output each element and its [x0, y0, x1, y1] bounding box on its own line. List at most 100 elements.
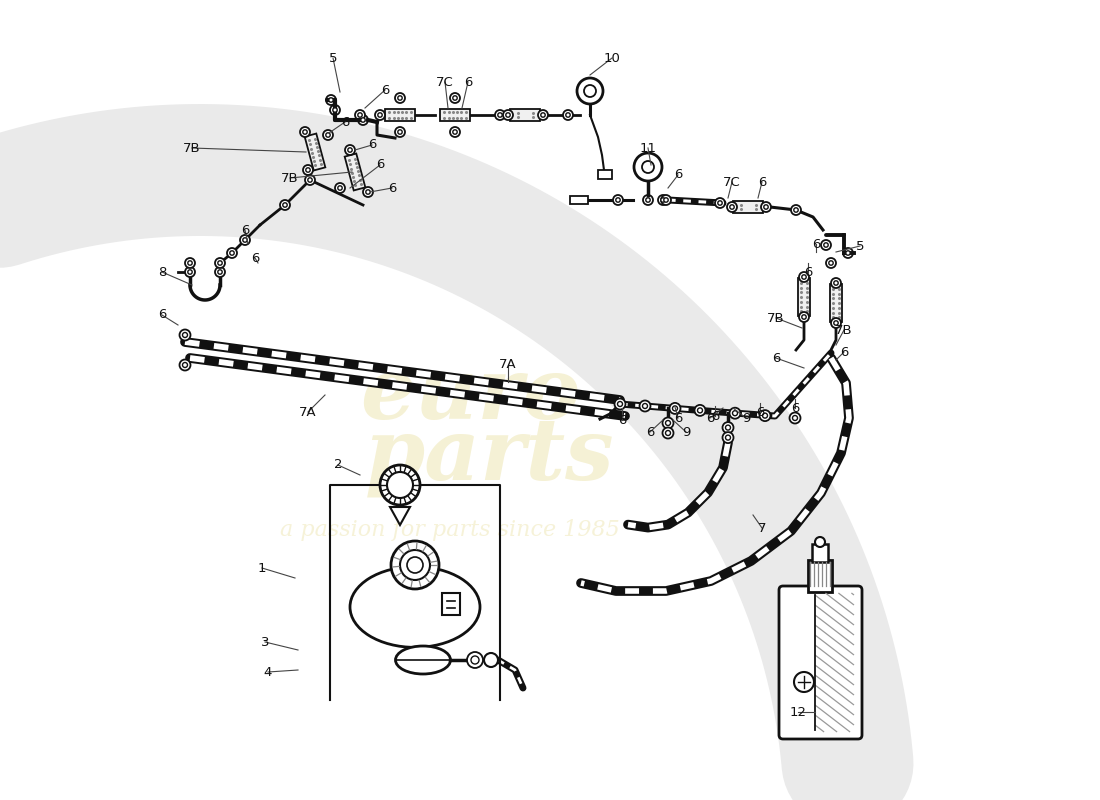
Circle shape: [218, 261, 222, 266]
Circle shape: [642, 161, 654, 173]
Circle shape: [330, 105, 340, 115]
Text: 7C: 7C: [723, 175, 741, 189]
Circle shape: [179, 330, 190, 341]
Circle shape: [361, 118, 365, 122]
Circle shape: [723, 432, 734, 443]
Circle shape: [658, 195, 668, 205]
Circle shape: [214, 267, 225, 277]
Circle shape: [826, 258, 836, 268]
Circle shape: [663, 198, 668, 202]
Circle shape: [541, 113, 546, 118]
Circle shape: [616, 198, 620, 202]
Bar: [798, 278, 810, 316]
Circle shape: [828, 261, 833, 266]
Circle shape: [799, 312, 808, 322]
Circle shape: [642, 403, 648, 409]
Circle shape: [670, 403, 681, 414]
Circle shape: [218, 270, 222, 274]
Circle shape: [727, 202, 737, 212]
Text: 3: 3: [261, 635, 270, 649]
Circle shape: [450, 127, 460, 137]
Circle shape: [723, 422, 734, 433]
Circle shape: [759, 410, 770, 421]
Circle shape: [345, 145, 355, 155]
Text: 6: 6: [706, 411, 714, 425]
Circle shape: [565, 113, 570, 118]
Text: 6: 6: [756, 406, 764, 418]
Circle shape: [715, 198, 725, 208]
Text: 6: 6: [791, 402, 800, 414]
Circle shape: [240, 235, 250, 245]
FancyBboxPatch shape: [779, 586, 862, 739]
Circle shape: [333, 108, 338, 112]
Bar: [442, 593, 460, 615]
Circle shape: [283, 202, 287, 207]
Circle shape: [584, 85, 596, 97]
Circle shape: [185, 258, 195, 268]
Circle shape: [183, 333, 187, 338]
Circle shape: [453, 96, 458, 100]
Circle shape: [790, 413, 801, 423]
Text: 7C: 7C: [436, 75, 454, 89]
Circle shape: [661, 195, 671, 205]
Text: 7: 7: [758, 522, 767, 534]
Text: 11: 11: [639, 142, 657, 154]
Circle shape: [830, 278, 842, 288]
Circle shape: [395, 127, 405, 137]
Text: 6: 6: [758, 175, 767, 189]
Circle shape: [338, 186, 342, 190]
Text: parts: parts: [365, 414, 615, 497]
Circle shape: [662, 418, 673, 429]
Circle shape: [503, 110, 513, 120]
Circle shape: [358, 113, 362, 118]
Text: 6: 6: [464, 75, 472, 89]
Text: 6: 6: [839, 346, 848, 358]
Circle shape: [846, 250, 850, 255]
Text: 6: 6: [674, 169, 682, 182]
Circle shape: [761, 202, 771, 212]
Text: 6: 6: [376, 158, 384, 171]
Circle shape: [407, 557, 424, 573]
Circle shape: [305, 175, 315, 185]
Circle shape: [188, 270, 192, 274]
Circle shape: [762, 413, 768, 418]
Circle shape: [791, 205, 801, 215]
Circle shape: [179, 359, 190, 370]
Circle shape: [802, 274, 806, 279]
Circle shape: [662, 427, 673, 438]
Circle shape: [830, 318, 842, 328]
Circle shape: [243, 238, 248, 242]
Circle shape: [468, 652, 483, 668]
Text: 7B: 7B: [282, 171, 299, 185]
Circle shape: [302, 165, 313, 175]
Circle shape: [336, 183, 345, 193]
Text: 6: 6: [341, 115, 349, 129]
Circle shape: [694, 405, 705, 416]
Circle shape: [726, 425, 730, 430]
Circle shape: [326, 133, 330, 138]
Circle shape: [214, 258, 225, 268]
Text: 4: 4: [264, 666, 272, 678]
Circle shape: [661, 198, 666, 202]
Circle shape: [326, 95, 336, 105]
Circle shape: [824, 242, 828, 247]
Circle shape: [453, 130, 458, 134]
Circle shape: [323, 130, 333, 140]
Circle shape: [188, 261, 192, 266]
Circle shape: [666, 430, 671, 435]
Circle shape: [300, 127, 310, 137]
Circle shape: [617, 402, 623, 406]
Circle shape: [634, 153, 662, 181]
Bar: [385, 109, 415, 121]
Circle shape: [672, 406, 678, 411]
Circle shape: [834, 281, 838, 286]
Circle shape: [398, 96, 403, 100]
Circle shape: [615, 398, 626, 410]
Bar: [440, 109, 470, 121]
Circle shape: [280, 200, 290, 210]
Text: 6: 6: [804, 266, 812, 278]
Circle shape: [802, 314, 806, 319]
Text: 8: 8: [157, 266, 166, 278]
Bar: [812, 544, 828, 562]
Text: 7B: 7B: [835, 323, 852, 337]
